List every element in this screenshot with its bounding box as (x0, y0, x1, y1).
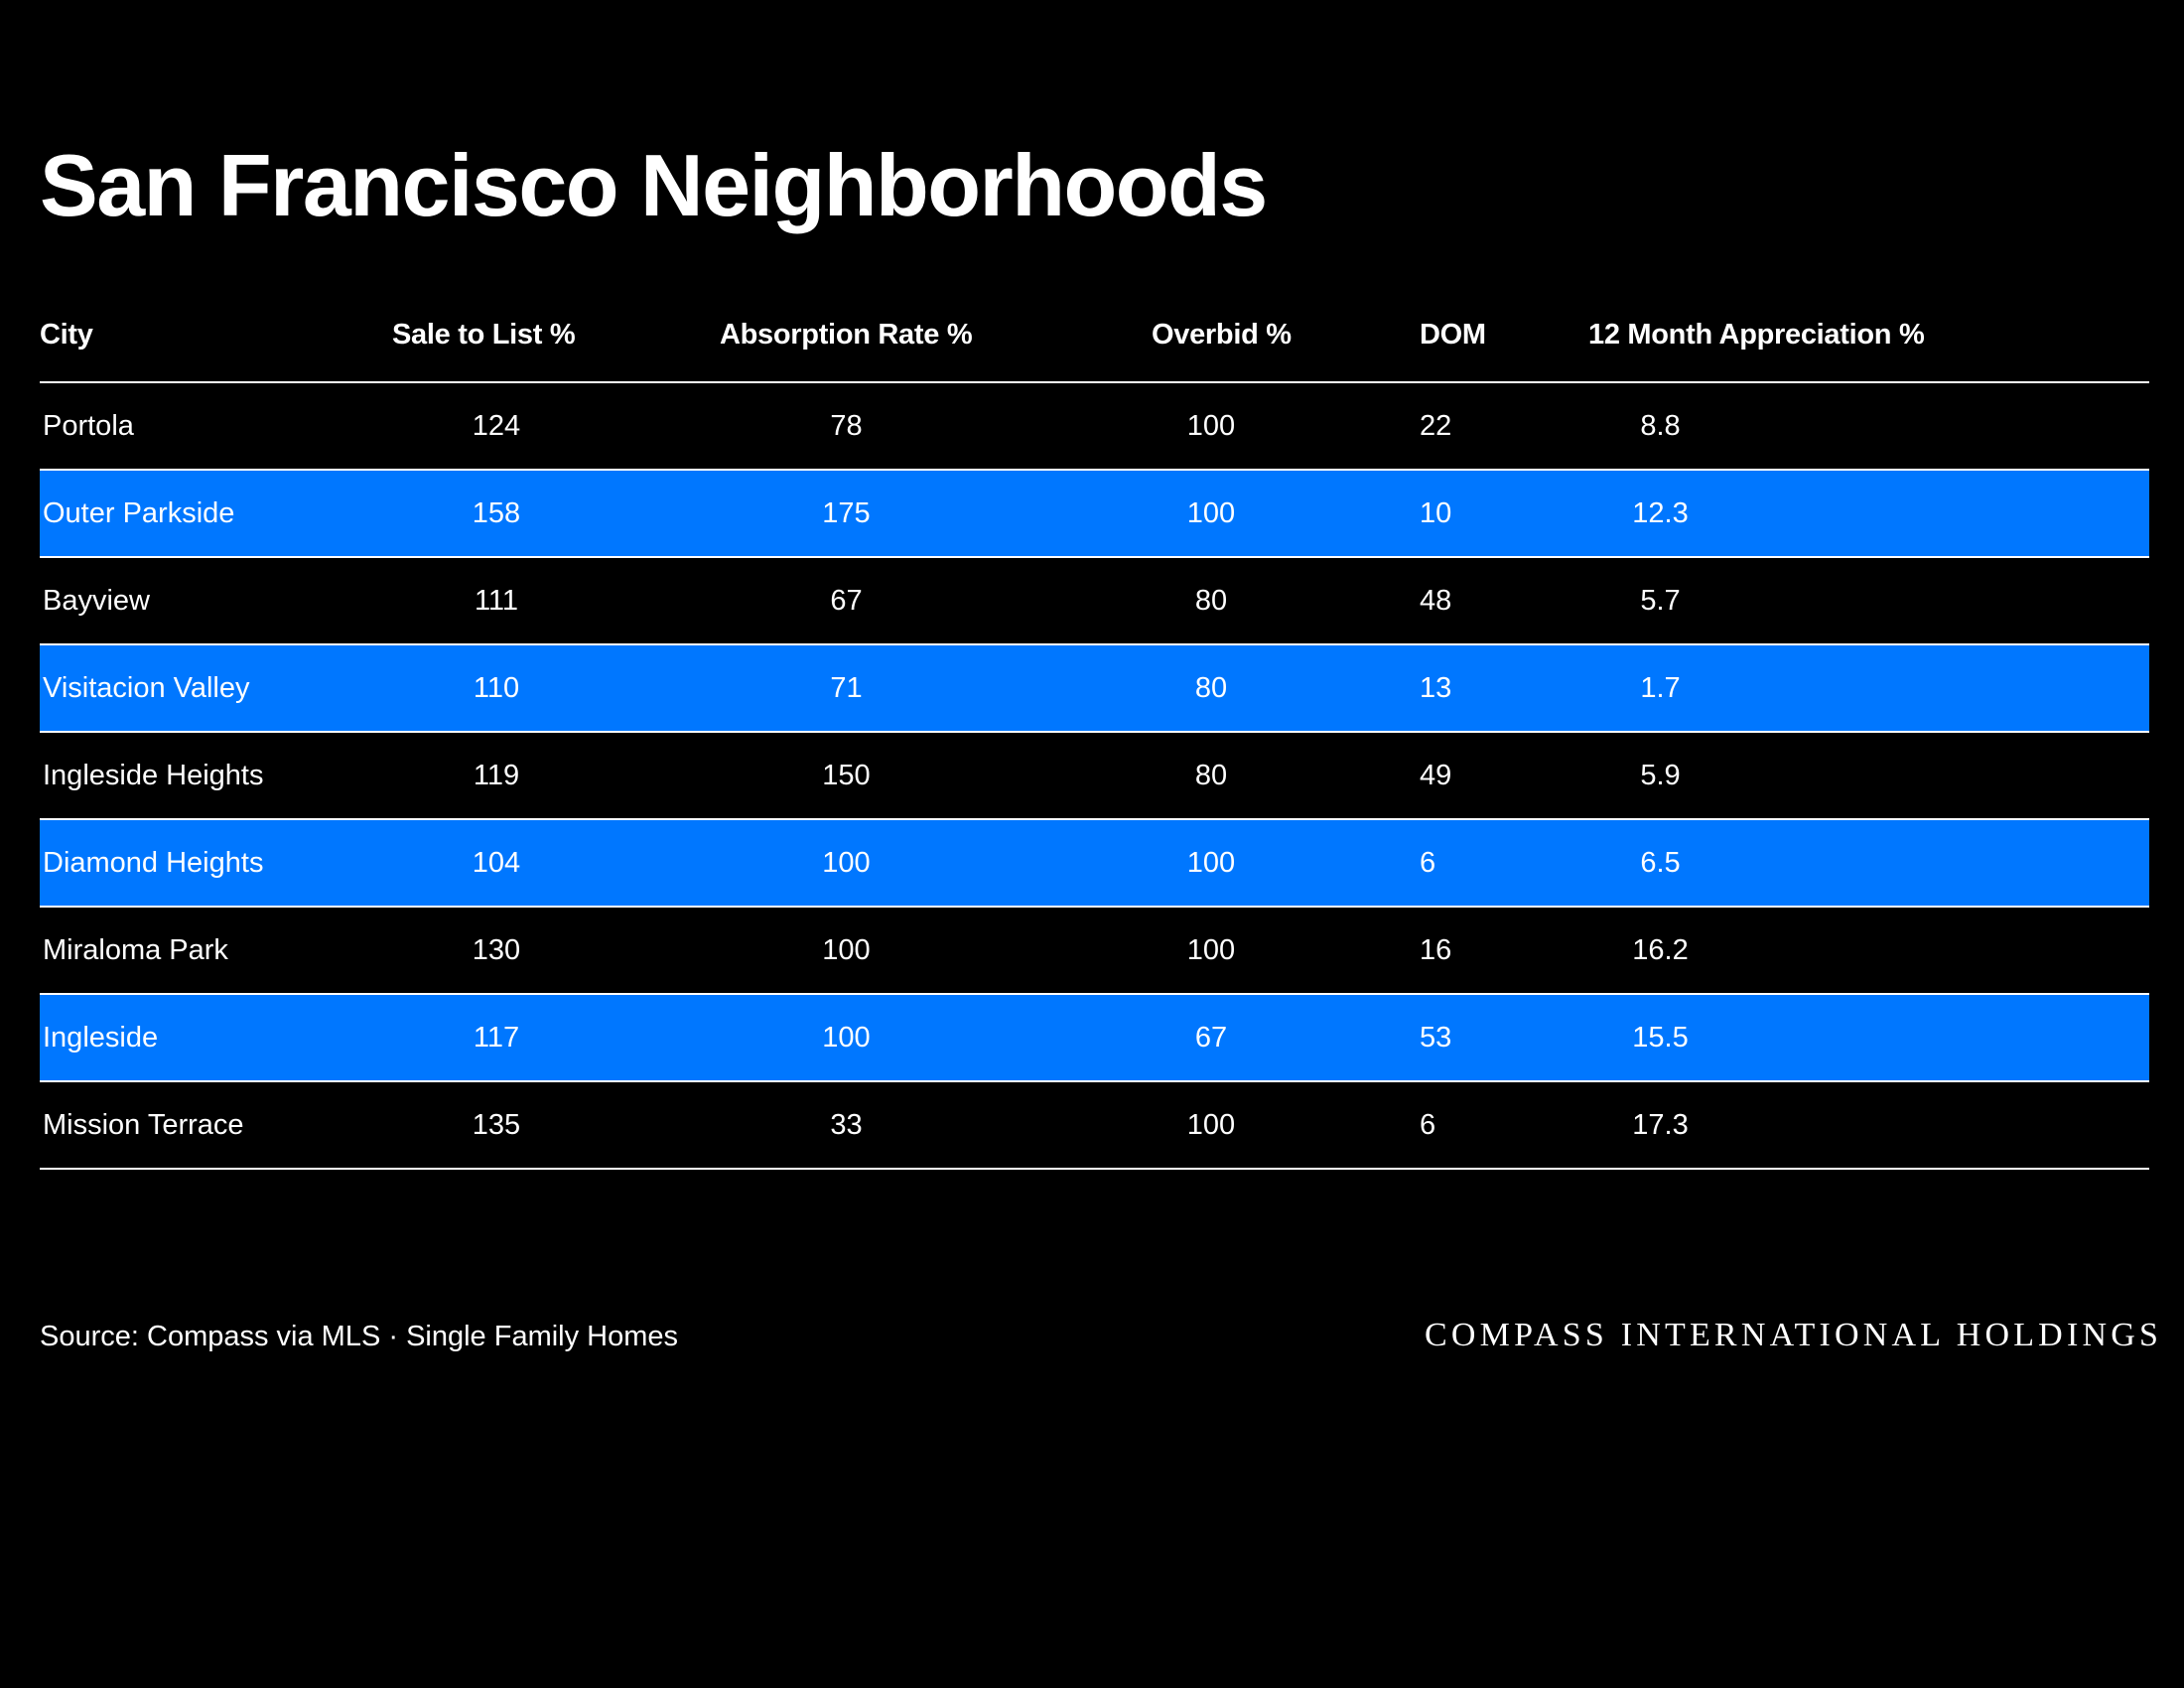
cell-absorption-rate: 100 (720, 907, 1152, 995)
cell-overbid: 100 (1152, 907, 1420, 995)
table-row: Diamond Heights 104 100 100 6 6.5 (40, 819, 2149, 908)
cell-sale-to-list: 158 (392, 470, 720, 558)
cell-overbid: 100 (1152, 382, 1420, 471)
cell-appreciation: 15.5 (1588, 994, 2149, 1082)
cell-city: Ingleside Heights (40, 732, 392, 820)
cell-sale-to-list: 117 (392, 994, 720, 1082)
cell-dom: 10 (1420, 470, 1588, 558)
table-row: Ingleside Heights 119 150 80 49 5.9 (40, 732, 2149, 820)
cell-dom: 49 (1420, 732, 1588, 820)
cell-sale-to-list: 104 (392, 819, 720, 908)
cell-overbid: 80 (1152, 644, 1420, 733)
header-city: City (40, 288, 392, 383)
cell-appreciation: 5.9 (1588, 732, 2149, 820)
cell-city: Visitacion Valley (40, 644, 392, 733)
cell-appreciation: 6.5 (1588, 819, 2149, 908)
source-note: Source: Compass via MLS · Single Family … (40, 1321, 679, 1352)
cell-appreciation: 12.3 (1588, 470, 2149, 558)
cell-sale-to-list: 124 (392, 382, 720, 471)
cell-city: Miraloma Park (40, 907, 392, 995)
cell-dom: 48 (1420, 557, 1588, 645)
cell-appreciation: 5.7 (1588, 557, 2149, 645)
cell-city: Ingleside (40, 994, 392, 1082)
cell-city: Mission Terrace (40, 1081, 392, 1170)
cell-overbid: 100 (1152, 819, 1420, 908)
cell-dom: 13 (1420, 644, 1588, 733)
cell-sale-to-list: 111 (392, 557, 720, 645)
table-row: Portola 124 78 100 22 8.8 (40, 382, 2149, 471)
page-title: San Francisco Neighborhoods (40, 136, 1268, 234)
cell-sale-to-list: 135 (392, 1081, 720, 1170)
brand-logo: COMPASS INTERNATIONAL HOLDINGS (1425, 1317, 2163, 1353)
cell-absorption-rate: 150 (720, 732, 1152, 820)
cell-absorption-rate: 175 (720, 470, 1152, 558)
cell-city: Bayview (40, 557, 392, 645)
cell-absorption-rate: 71 (720, 644, 1152, 733)
cell-sale-to-list: 110 (392, 644, 720, 733)
table-row: Ingleside 117 100 67 53 15.5 (40, 994, 2149, 1082)
header-dom: DOM (1420, 288, 1588, 383)
table-body: Portola 124 78 100 22 8.8 Outer Parkside 158 175… (40, 382, 2149, 1170)
table-row: Bayview 111 67 80 48 5.7 (40, 557, 2149, 645)
cell-dom: 53 (1420, 994, 1588, 1082)
header-sale-to-list: Sale to List % (392, 288, 720, 383)
table-row: Miraloma Park 130 100 100 16 16.2 (40, 907, 2149, 995)
cell-sale-to-list: 119 (392, 732, 720, 820)
cell-dom: 6 (1420, 819, 1588, 908)
cell-overbid: 100 (1152, 1081, 1420, 1170)
table-row: Visitacion Valley 110 71 80 13 1.7 (40, 644, 2149, 733)
cell-appreciation: 16.2 (1588, 907, 2149, 995)
header-appreciation: 12 Month Appreciation % (1588, 288, 2149, 383)
cell-absorption-rate: 78 (720, 382, 1152, 471)
table-header-row: City Sale to List % Absorption Rate % Ov… (40, 288, 2149, 383)
neighborhoods-table: City Sale to List % Absorption Rate % Ov… (40, 288, 2149, 1170)
cell-city: Diamond Heights (40, 819, 392, 908)
cell-overbid: 80 (1152, 732, 1420, 820)
cell-city: Outer Parkside (40, 470, 392, 558)
cell-overbid: 100 (1152, 470, 1420, 558)
cell-dom: 22 (1420, 382, 1588, 471)
cell-appreciation: 1.7 (1588, 644, 2149, 733)
cell-absorption-rate: 33 (720, 1081, 1152, 1170)
header-absorption-rate: Absorption Rate % (720, 288, 1152, 383)
table-row: Mission Terrace 135 33 100 6 17.3 (40, 1081, 2149, 1170)
table-row: Outer Parkside 158 175 100 10 12.3 (40, 470, 2149, 558)
cell-absorption-rate: 100 (720, 819, 1152, 908)
cell-sale-to-list: 130 (392, 907, 720, 995)
cell-dom: 16 (1420, 907, 1588, 995)
cell-appreciation: 17.3 (1588, 1081, 2149, 1170)
header-overbid: Overbid % (1152, 288, 1420, 383)
cell-appreciation: 8.8 (1588, 382, 2149, 471)
cell-absorption-rate: 67 (720, 557, 1152, 645)
cell-overbid: 67 (1152, 994, 1420, 1082)
cell-absorption-rate: 100 (720, 994, 1152, 1082)
cell-city: Portola (40, 382, 392, 471)
cell-dom: 6 (1420, 1081, 1588, 1170)
cell-overbid: 80 (1152, 557, 1420, 645)
